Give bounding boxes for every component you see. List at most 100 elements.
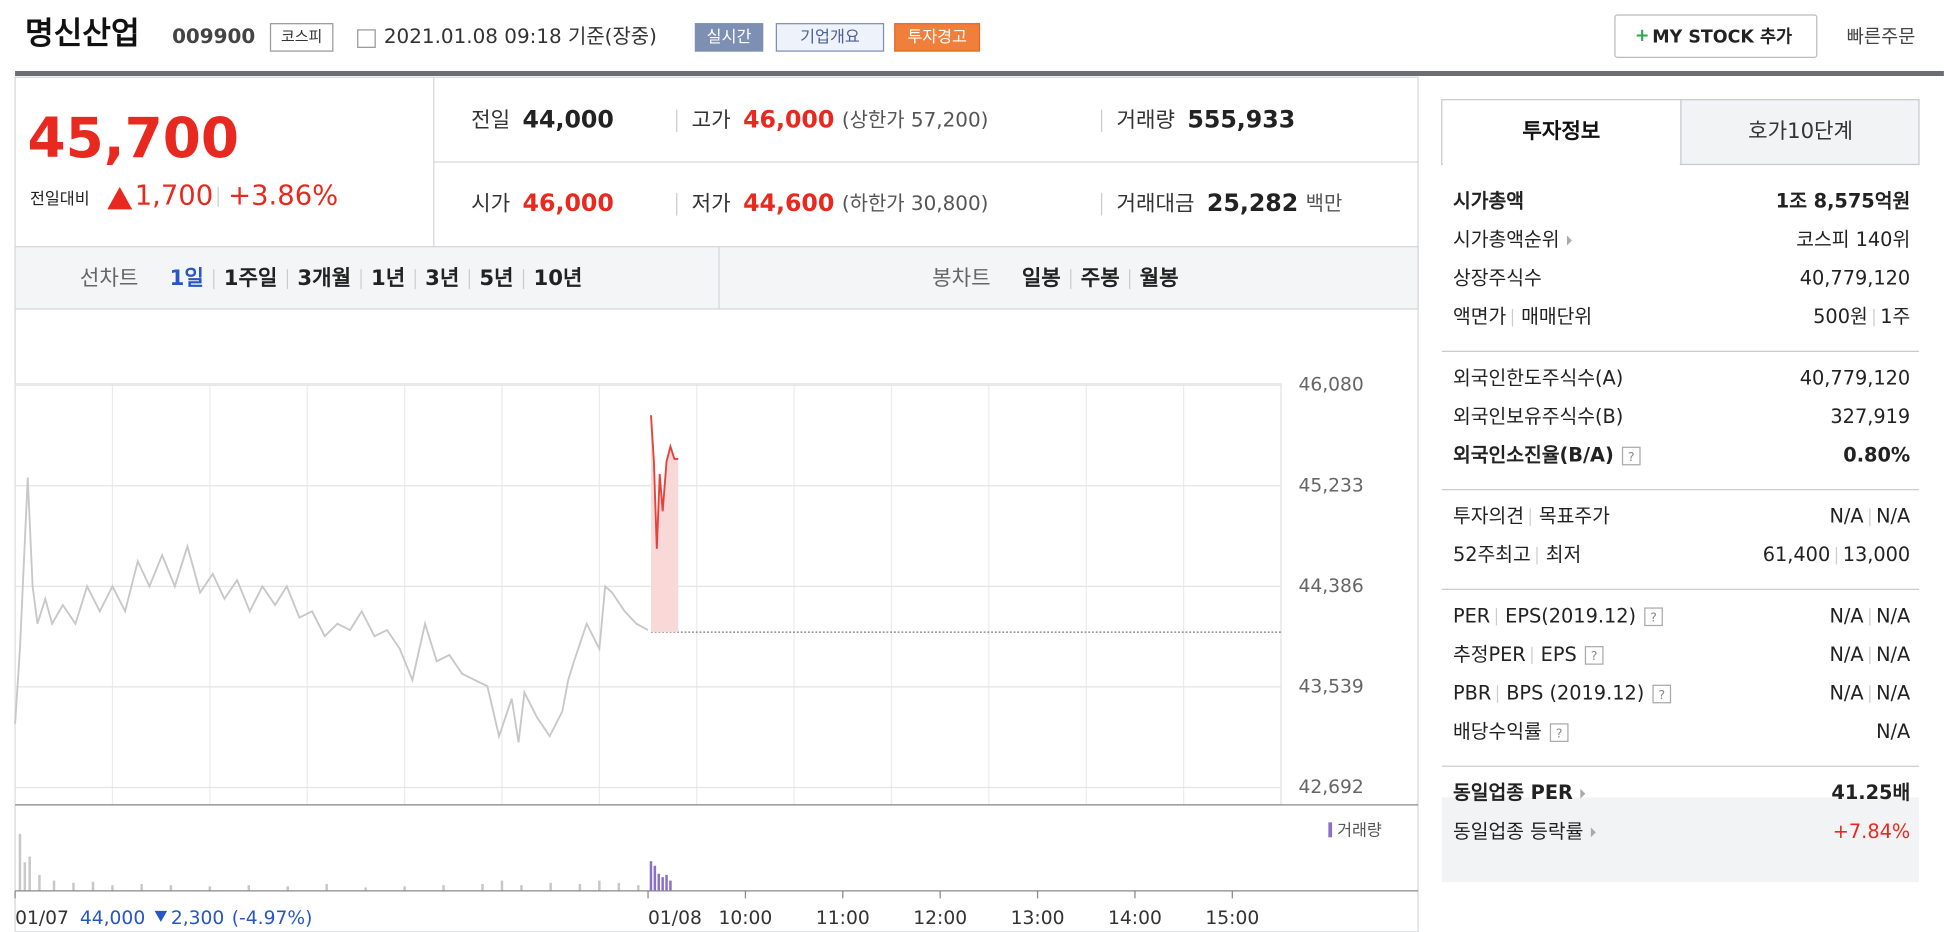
info-value: N/A xyxy=(1876,505,1911,528)
period-tab[interactable]: 3년 xyxy=(425,265,459,290)
info-tab-label: 호가10단계 xyxy=(1748,118,1853,143)
help-icon[interactable] xyxy=(1652,684,1672,704)
volume-bar xyxy=(661,877,664,891)
badge[interactable] xyxy=(775,23,885,52)
help-icon[interactable] xyxy=(1621,446,1641,466)
info-label: PER xyxy=(1453,604,1490,627)
price: 45,700 xyxy=(28,106,240,170)
help-mark: ? xyxy=(1650,610,1657,625)
arrow-icon xyxy=(1566,235,1572,246)
volume-bar xyxy=(657,873,661,891)
volume-bar xyxy=(52,880,56,891)
volume-bar xyxy=(637,885,640,891)
info-label: PBR xyxy=(1453,682,1491,705)
x-tick-label: 15:00 xyxy=(1205,908,1259,929)
info-label: 목표주가 xyxy=(1539,505,1610,528)
volume-legend: 거래량 xyxy=(1337,821,1382,840)
info-label: 외국인한도주식수(A) xyxy=(1453,366,1623,389)
info-value: N/A xyxy=(1829,682,1864,705)
plus-icon: + xyxy=(1635,26,1650,46)
x-tick-label: 01/07 xyxy=(15,908,69,929)
period-tab[interactable]: 5년 xyxy=(479,265,513,290)
info-value: 41.25배 xyxy=(1831,781,1910,804)
badge[interactable] xyxy=(894,23,981,52)
volume-bar xyxy=(169,885,173,891)
candle-tab[interactable]: 일봉 xyxy=(1022,265,1061,290)
help-mark: ? xyxy=(1556,725,1563,740)
volume-bar xyxy=(649,861,653,891)
volume-bar xyxy=(598,880,601,891)
candle-tab[interactable]: 주봉 xyxy=(1081,265,1120,290)
info-value: 500원 xyxy=(1813,305,1868,328)
mystock-button[interactable] xyxy=(1614,14,1818,58)
price-line xyxy=(14,477,649,743)
volume-bar xyxy=(325,884,328,891)
info-value: N/A xyxy=(1876,604,1911,627)
info-label: 시가총액순위 xyxy=(1453,228,1560,251)
volume-bar xyxy=(653,865,657,891)
quick-order: 빠른주문 xyxy=(1847,27,1916,48)
cell-label: 고가 xyxy=(692,107,731,132)
candle-tab[interactable]: 월봉 xyxy=(1140,265,1179,290)
tab-bar xyxy=(14,246,1419,310)
period-tab[interactable]: 10년 xyxy=(533,265,582,290)
info-label: 매매단위 xyxy=(1521,305,1592,328)
x-tick-label: 01/08 xyxy=(648,908,702,929)
volume-bar xyxy=(28,856,31,891)
up-triangle xyxy=(107,186,133,210)
industry-box xyxy=(1441,797,1919,883)
help-icon[interactable] xyxy=(1549,723,1569,742)
stock-name: 명신산업 xyxy=(25,16,140,52)
help-icon[interactable] xyxy=(1584,646,1604,665)
volume-bar xyxy=(578,884,582,891)
y-tick-label: 45,233 xyxy=(1298,475,1363,496)
volume-bar xyxy=(208,886,212,891)
volume-bar xyxy=(247,885,251,891)
info-value: 1주 xyxy=(1880,305,1910,328)
arrow-icon xyxy=(1580,788,1586,799)
info-tab-label: 투자정보 xyxy=(1522,118,1600,143)
period-tab[interactable]: 1일 xyxy=(170,265,204,290)
cell-extra: (상한가 57,200) xyxy=(842,108,989,131)
help-mark: ? xyxy=(1628,449,1635,464)
volume-bar xyxy=(18,833,22,891)
period-tab[interactable]: 1주일 xyxy=(224,265,278,290)
x-tick-label: 12:00 xyxy=(913,908,967,929)
y-tick-label: 43,539 xyxy=(1298,676,1363,697)
help-mark: ? xyxy=(1658,687,1665,702)
help-icon[interactable] xyxy=(1644,607,1663,627)
volume-bar xyxy=(286,886,289,891)
badge-label: 기업개요 xyxy=(800,27,860,46)
price-line xyxy=(650,415,679,549)
market-box xyxy=(269,23,334,52)
mystock-label: MY STOCK 추가 xyxy=(1652,27,1792,47)
info-tab[interactable] xyxy=(1680,99,1920,166)
info-value: +7.84% xyxy=(1833,820,1910,843)
badge-label: 투자경고 xyxy=(907,27,967,46)
calendar-icon xyxy=(357,29,376,48)
prev-close: 44,000 xyxy=(80,908,145,929)
cell-label: 거래량 xyxy=(1117,107,1175,132)
change: 1,700 xyxy=(135,180,213,211)
help-mark: ? xyxy=(1591,648,1598,663)
info-label: EPS(2019.12) xyxy=(1505,604,1636,627)
arrow-icon xyxy=(1590,827,1596,838)
cell-value: 25,282 xyxy=(1207,189,1298,217)
volume-bar xyxy=(520,885,523,891)
info-label: 최저 xyxy=(1546,543,1582,566)
info-tab-active[interactable] xyxy=(1441,99,1682,166)
volume-bar xyxy=(403,886,406,891)
x-tick-label: 11:00 xyxy=(816,908,870,929)
info-label: 액면가 xyxy=(1453,305,1507,328)
badge[interactable] xyxy=(694,23,764,52)
info-label: EPS xyxy=(1541,643,1577,666)
period-tab[interactable]: 3개월 xyxy=(297,265,351,290)
volume-bar xyxy=(500,880,504,891)
cell-extra: (하한가 30,800) xyxy=(842,192,989,215)
info-label: 동일업종 등락률 xyxy=(1453,820,1583,843)
cell-label: 거래대금 xyxy=(1117,190,1195,215)
volume-bar xyxy=(481,884,484,891)
down-triangle xyxy=(154,910,168,923)
period-tab[interactable]: 1년 xyxy=(371,265,405,290)
